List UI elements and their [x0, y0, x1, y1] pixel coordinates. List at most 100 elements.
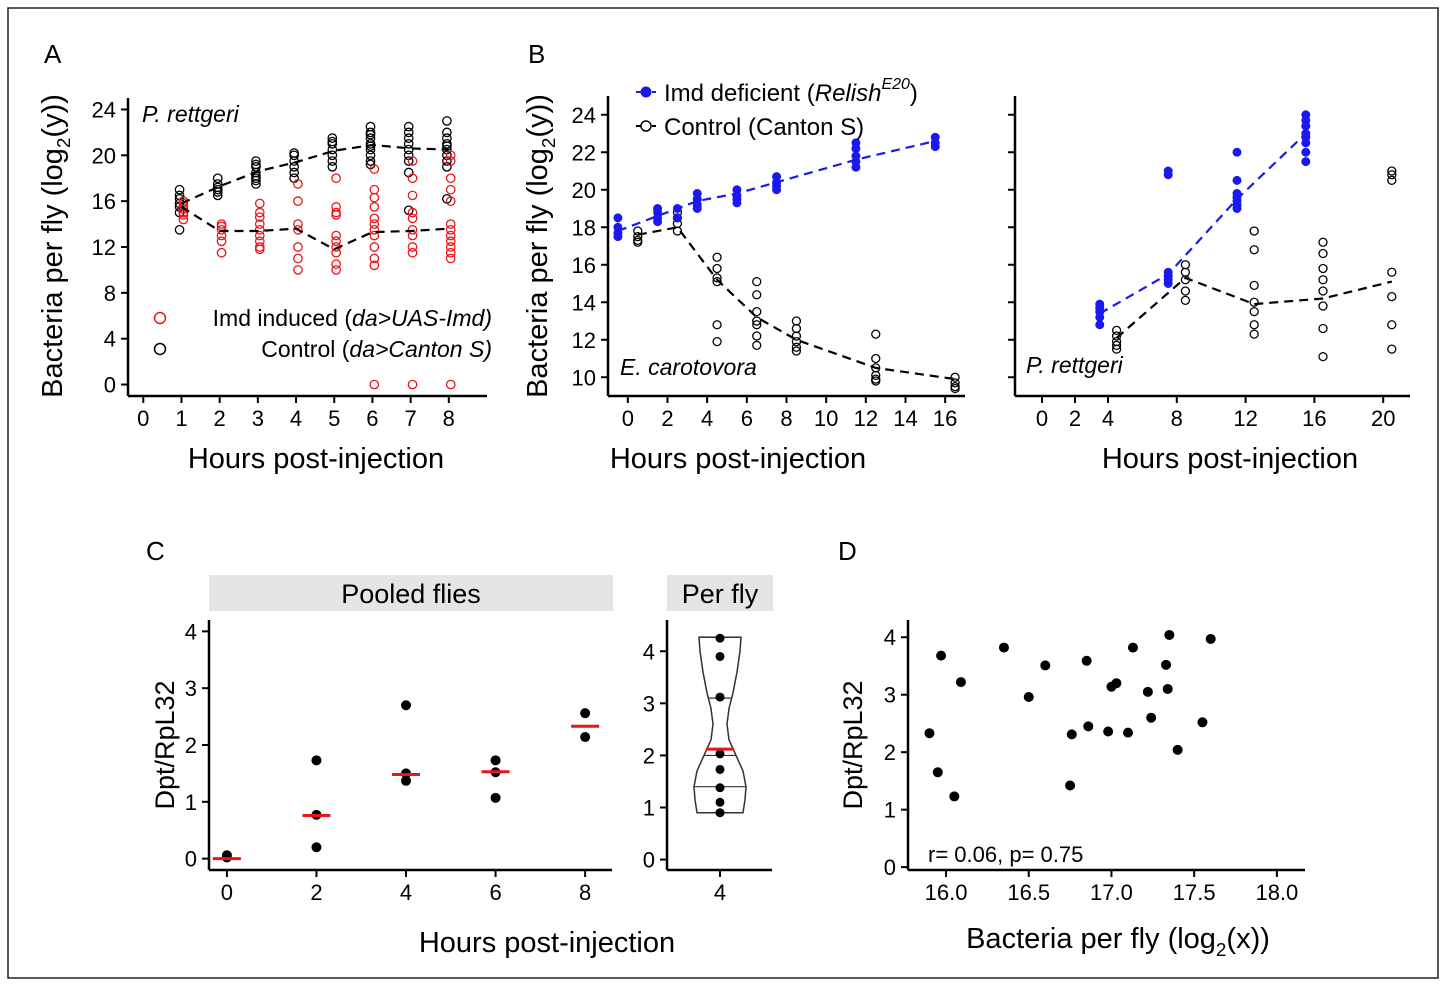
legend-deficient-label: Imd deficient (RelishE20): [664, 76, 918, 107]
imd-induced-point: [254, 244, 265, 255]
imd-induced-point: [369, 379, 380, 390]
imd-induced-point: [407, 213, 418, 224]
control-point: [752, 320, 762, 330]
control-point: [327, 150, 338, 161]
control-point: [791, 346, 802, 356]
correlation-point: [1123, 727, 1134, 738]
species-annotation: P. rettgeri: [1026, 352, 1124, 378]
y-tick-label: 1: [643, 796, 655, 821]
imd-induced-point: [369, 253, 380, 264]
pooled-point: [311, 755, 322, 766]
control-point: [633, 237, 643, 247]
control-point: [1180, 295, 1191, 306]
control-point: [752, 331, 762, 341]
panel-c-violin-chart: 0 1 2 3 4 4 Per fly: [643, 575, 773, 905]
x-tick-label: 16: [933, 406, 957, 431]
correlation-point: [932, 767, 943, 778]
imd-induced-point: [407, 247, 418, 258]
imd-induced-point: [445, 219, 456, 229]
control-point: [365, 150, 376, 161]
imd-deficient-point: [1095, 312, 1105, 322]
control-point: [1318, 351, 1328, 362]
control-point: [1180, 286, 1191, 296]
imd-deficient-point: [1301, 147, 1311, 157]
control-point: [950, 372, 960, 382]
y-tick-label: 2: [643, 743, 655, 768]
imd-induced-point: [407, 173, 418, 184]
imd-deficient-point: [732, 198, 742, 208]
imd-induced-point: [331, 173, 341, 184]
panel-letter-c: C: [146, 536, 165, 566]
control-point: [633, 231, 643, 242]
imd-induced-point: [407, 190, 418, 201]
legend-control-name: Control (: [261, 336, 350, 362]
control-point: [1249, 306, 1259, 317]
y-tick-label: 3: [884, 683, 896, 708]
facet-strip-pooled: [209, 575, 613, 611]
correlation-point: [1040, 660, 1051, 671]
x-tick-label: 2: [661, 406, 673, 431]
y-tick-label: 3: [185, 676, 197, 701]
imd-induced-point: [293, 179, 303, 189]
imd-deficient-point: [851, 144, 861, 153]
control-point: [1387, 166, 1397, 176]
imd-induced-point: [445, 236, 456, 247]
imd-induced-point: [254, 224, 265, 235]
imd-deficient-point: [653, 217, 663, 227]
y-axis-title: Bacteria per fly (log2(y)): [522, 94, 559, 398]
control-point: [1318, 263, 1328, 274]
x-tick-label: 0: [1036, 406, 1048, 431]
imd-deficient-point: [692, 204, 702, 213]
control-point: [327, 133, 338, 143]
control-point: [633, 226, 643, 236]
imd-induced-point: [293, 253, 303, 264]
imd-deficient-point: [1163, 279, 1173, 288]
pooled-point: [401, 700, 412, 711]
y-tick-label: 16: [92, 189, 116, 214]
x-axis-title: Hours post-injection: [1102, 443, 1358, 475]
imd-deficient-point: [1301, 157, 1311, 167]
imd-deficient-trend-line: [1099, 132, 1307, 315]
x-tick-label: 5: [328, 406, 340, 431]
imd-induced-point: [445, 196, 456, 207]
control-point: [327, 156, 338, 166]
x-tick-label: 4: [400, 880, 412, 905]
x-tick-label: 0: [221, 880, 233, 905]
imd-deficient-point: [613, 232, 623, 242]
y-tick-label: 2: [884, 740, 896, 765]
x-tick-label: 4: [290, 406, 302, 431]
y-tick-label: 0: [104, 373, 116, 398]
x-tick-label: 2: [1069, 406, 1081, 431]
imd-deficient-point: [1301, 138, 1311, 148]
y-tick-label: 4: [884, 625, 896, 650]
control-point: [1318, 275, 1328, 285]
control-point: [1111, 331, 1122, 341]
correlation-point: [1197, 717, 1208, 728]
x-tick-label: 6: [489, 880, 501, 905]
facet-strip-per-fly: [667, 575, 773, 611]
control-point: [403, 144, 414, 155]
imd-induced-point: [445, 150, 456, 161]
x-axis-title: Hours post-injection: [188, 443, 444, 475]
correlation-point: [998, 642, 1009, 653]
pooled-point: [311, 842, 322, 853]
y-tick-label: 4: [104, 327, 116, 352]
imd-induced-point: [293, 224, 303, 235]
control-point: [365, 156, 376, 166]
legend-control-label: Control (Canton S): [664, 114, 864, 141]
control-point: [212, 187, 223, 197]
correlation-point: [1172, 744, 1183, 755]
correlation-point: [949, 791, 960, 802]
control-point: [442, 127, 452, 138]
control-point: [871, 353, 881, 364]
pooled-point: [580, 708, 591, 719]
imd-induced-point: [178, 210, 189, 220]
correlation-point: [1142, 686, 1153, 697]
control-point: [403, 156, 414, 166]
control-point: [174, 224, 185, 235]
imd-induced-point: [407, 224, 418, 235]
x-tick-label: 1: [175, 406, 187, 431]
correlation-point: [1146, 712, 1157, 723]
legend-deficient-name: Imd deficient (: [664, 80, 815, 107]
